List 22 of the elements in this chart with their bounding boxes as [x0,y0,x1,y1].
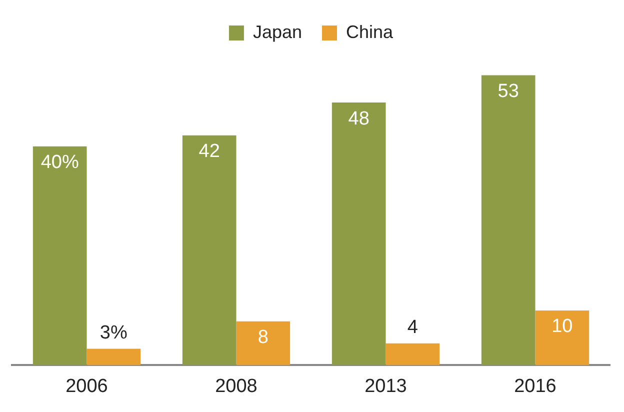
bar [236,321,290,366]
data-label: 10 [552,316,573,338]
data-label: 53 [498,80,519,102]
bar [86,348,141,366]
bar [481,75,536,366]
data-label: 4 [407,317,418,338]
data-label: 48 [348,108,370,130]
bar [32,146,87,366]
legend-label: Japan [252,22,302,42]
legend-label: China [346,22,394,42]
x-tick-label: 2013 [364,376,407,397]
bar [535,310,590,366]
data-label: 42 [198,141,220,162]
x-tick-label: 2008 [215,376,258,397]
bar [386,343,440,366]
data-label: 40% [40,152,79,174]
bar [332,102,386,366]
x-tick-label: 2016 [514,376,556,397]
bar [182,135,236,366]
data-label: 3% [100,322,128,344]
x-tick-label: 2006 [66,376,108,397]
data-label: 8 [258,327,268,348]
